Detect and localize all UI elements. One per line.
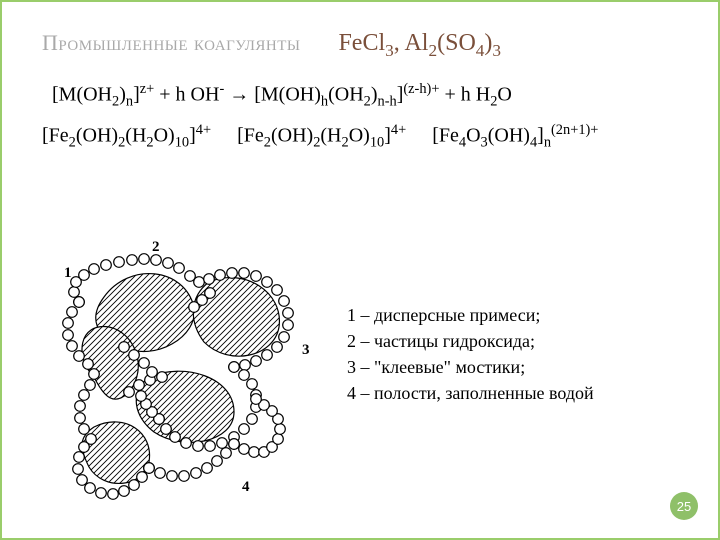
- floc-diagram: 1 2 3 4: [34, 227, 324, 507]
- page-number-badge: 25: [670, 492, 698, 520]
- legend-3: 3 – "клеевые" мостики;: [347, 354, 594, 380]
- legend-2: 2 – частицы гидроксида;: [347, 328, 594, 354]
- diagram-callout-2: 2: [152, 239, 160, 256]
- legend-1: 1 – дисперсные примеси;: [347, 302, 594, 328]
- diagram-legend: 1 – дисперсные примеси; 2 – частицы гидр…: [347, 302, 594, 406]
- species-3: [Fe4O3(OH)4]n(2n+1)+: [432, 122, 598, 152]
- species-2: [Fe2(OH)2(H2O)10]4+: [237, 122, 406, 152]
- species-1: [Fe2(OH)2(H2O)10]4+: [42, 122, 211, 152]
- hydrolysis-equation: [M(OH2)n]z+ + h OH- → [M(OH)h(OH2)n-h](z…: [2, 71, 718, 117]
- diagram-callout-3: 3: [302, 342, 310, 359]
- diagram-callout-1: 1: [64, 265, 72, 282]
- slide-title: Промышленные коагулянты: [42, 30, 300, 56]
- diagram-callout-4: 4: [242, 479, 250, 496]
- legend-4: 4 – полости, заполненные водой: [347, 380, 594, 406]
- species-row: [Fe2(OH)2(H2O)10]4+ [Fe2(OH)2(H2O)10]4+ …: [2, 116, 718, 158]
- coagulant-formulas: FeCl3, Al2(SO4)3: [338, 30, 501, 61]
